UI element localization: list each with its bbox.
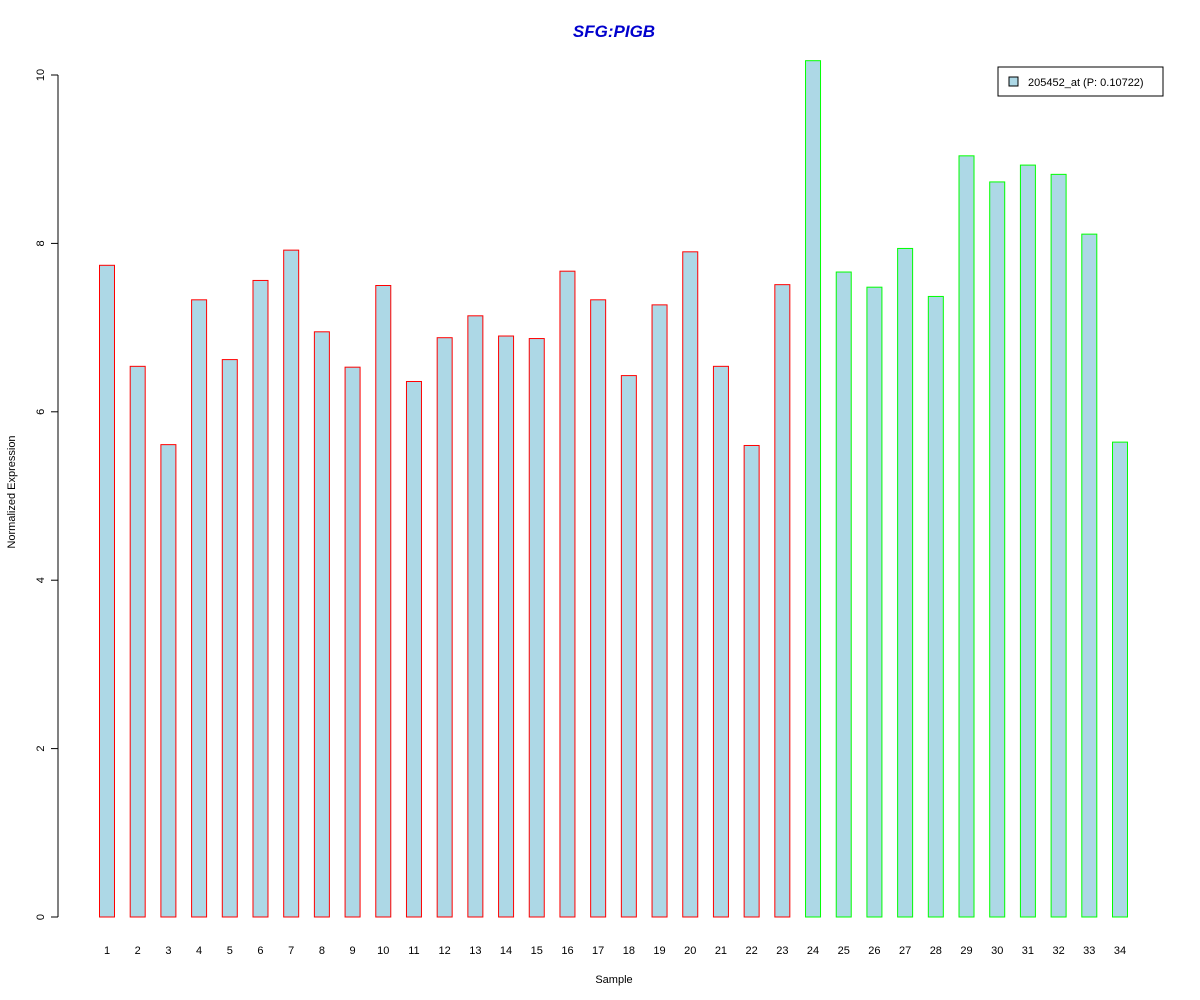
x-tick-label: 21 xyxy=(715,945,727,957)
legend-swatch xyxy=(1008,76,1019,87)
x-tick-label: 13 xyxy=(469,945,481,957)
x-tick-label: 17 xyxy=(592,945,604,957)
x-tick-label: 34 xyxy=(1114,945,1126,957)
bar xyxy=(375,285,392,918)
bar xyxy=(1112,441,1128,918)
x-tick-label: 33 xyxy=(1083,945,1095,957)
bar xyxy=(221,359,238,918)
y-tick-label: 4 xyxy=(35,577,47,583)
x-axis-label: Sample xyxy=(595,974,632,986)
x-tick-label: 25 xyxy=(838,945,850,957)
bar xyxy=(958,155,975,918)
x-tick-label: 29 xyxy=(960,945,972,957)
y-tick-label: 10 xyxy=(35,69,47,81)
y-tick-label: 0 xyxy=(35,914,47,920)
bar xyxy=(682,251,699,918)
bar xyxy=(805,60,822,918)
bar xyxy=(712,365,729,918)
x-tick-label: 30 xyxy=(991,945,1003,957)
bar xyxy=(743,444,760,918)
bar xyxy=(1050,173,1067,918)
x-tick-label: 12 xyxy=(439,945,451,957)
bar xyxy=(436,337,453,918)
x-tick-label: 5 xyxy=(227,945,233,957)
x-tick-label: 20 xyxy=(684,945,696,957)
bar xyxy=(590,299,607,918)
bar xyxy=(344,366,361,918)
bar xyxy=(498,335,515,918)
x-tick-label: 24 xyxy=(807,945,819,957)
y-axis: 0 2 4 6 8 10 xyxy=(35,69,59,920)
x-tick-label: 22 xyxy=(746,945,758,957)
x-tick-label: 3 xyxy=(165,945,171,957)
bar xyxy=(620,375,637,918)
bar xyxy=(927,295,944,918)
x-tick-label: 2 xyxy=(135,945,141,957)
x-tick-label: 8 xyxy=(319,945,325,957)
x-tick-label: 15 xyxy=(531,945,543,957)
bar xyxy=(467,315,484,918)
x-tick-label: 7 xyxy=(288,945,294,957)
bar xyxy=(129,365,146,918)
x-tick-label: 28 xyxy=(930,945,942,957)
y-axis-label: Normalized Expression xyxy=(6,435,18,548)
bar xyxy=(252,279,269,918)
y-tick-label: 8 xyxy=(35,240,47,246)
chart-title: SFG:PIGB xyxy=(573,22,655,41)
y-tick-label: 6 xyxy=(35,409,47,415)
bars xyxy=(99,60,1128,918)
x-tick-label: 23 xyxy=(776,945,788,957)
x-tick-label: 19 xyxy=(653,945,665,957)
bar xyxy=(897,247,914,918)
x-tick-label: 26 xyxy=(868,945,880,957)
bar xyxy=(989,181,1006,918)
bar xyxy=(283,249,300,918)
legend: 205452_at (P: 0.10722) xyxy=(997,66,1164,97)
legend-label: 205452_at (P: 0.10722) xyxy=(1028,77,1144,89)
bar xyxy=(191,299,208,918)
x-tick-label: 10 xyxy=(377,945,389,957)
x-tick-label: 31 xyxy=(1022,945,1034,957)
x-tick-label: 16 xyxy=(561,945,573,957)
bar xyxy=(313,331,330,918)
legend-box xyxy=(997,66,1164,97)
bar xyxy=(559,270,576,918)
bar xyxy=(528,338,545,918)
x-tick-label: 14 xyxy=(500,945,512,957)
bar xyxy=(866,286,883,918)
x-tick-label: 27 xyxy=(899,945,911,957)
bar xyxy=(651,304,668,918)
x-tick-label: 11 xyxy=(408,945,419,957)
x-tick-label: 6 xyxy=(257,945,263,957)
bar xyxy=(1081,233,1098,918)
bar xyxy=(835,271,852,918)
bar xyxy=(160,444,177,918)
x-tick-label: 4 xyxy=(196,945,202,957)
x-tick-label: 1 xyxy=(104,945,110,957)
bar xyxy=(99,264,115,918)
x-tick-label: 32 xyxy=(1052,945,1064,957)
x-tick-label: 9 xyxy=(350,945,356,957)
x-tick-label: 18 xyxy=(623,945,635,957)
x-tick-labels: 1 2 3 4 5 6 7 8 9 10 11 12 13 14 15 16 17 18 19 20 21 22 23 24 2… xyxy=(104,945,1126,957)
bar xyxy=(774,284,791,918)
bar xyxy=(405,380,422,918)
y-tick-label: 2 xyxy=(35,746,47,752)
bar xyxy=(1019,164,1036,918)
